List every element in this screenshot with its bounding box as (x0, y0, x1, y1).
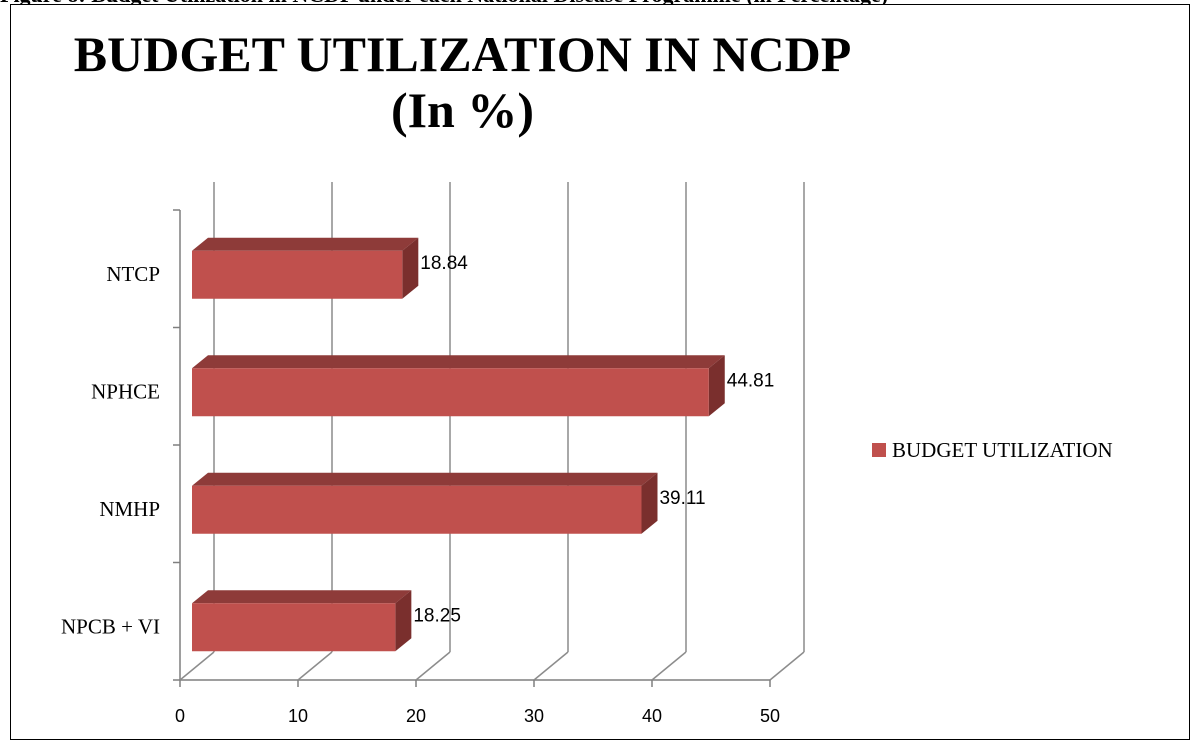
bar-top-0 (192, 237, 419, 251)
data-label-2: 39.11 (659, 488, 705, 509)
bar-top-2 (192, 472, 658, 486)
bar-3 (192, 603, 396, 652)
gridline-floor-3 (533, 651, 569, 681)
category-label-0: NTCP (106, 262, 160, 286)
gridline-floor-2 (415, 651, 451, 681)
x-tick-label-3: 30 (524, 706, 544, 726)
gridline-floor-1 (297, 651, 333, 681)
data-label-0: 18.84 (420, 253, 468, 274)
data-label-3: 18.25 (413, 605, 461, 626)
bar-side-3 (395, 590, 412, 652)
category-label-1: NPHCE (91, 379, 160, 403)
x-tick-label-2: 20 (406, 706, 426, 726)
category-label-2: NMHP (99, 497, 160, 521)
bar-side-0 (402, 237, 419, 299)
chart-title-line-1: BUDGET UTILIZATION IN NCDP (73, 26, 852, 82)
gridline-floor-5 (769, 651, 805, 681)
bar-side-2 (641, 472, 658, 534)
gridline-floor-0 (179, 651, 215, 681)
bar-0 (192, 250, 403, 299)
category-label-3: NPCB + VI (61, 614, 160, 638)
chart-title: BUDGET UTILIZATION IN NCDP (In %) (0, 26, 925, 138)
bar-2 (192, 485, 642, 534)
x-tick-label-0: 0 (175, 706, 185, 726)
figure-caption: Figure 8: Budget Utilization in NCDP und… (0, 0, 1193, 8)
bar-top-1 (192, 355, 725, 369)
legend-label: BUDGET UTILIZATION (892, 437, 1113, 462)
legend-swatch (872, 443, 886, 457)
data-label-1: 44.81 (727, 370, 775, 391)
x-tick-label-4: 40 (642, 706, 662, 726)
legend: BUDGET UTILIZATION (872, 436, 1113, 464)
gridline-floor-4 (651, 651, 687, 681)
bar-1 (192, 368, 709, 417)
bar-side-1 (708, 355, 725, 417)
x-tick-label-5: 50 (760, 706, 780, 726)
bar-top-3 (192, 590, 412, 604)
chart-title-line-2: (In %) (390, 82, 535, 138)
x-tick-label-1: 10 (288, 706, 308, 726)
